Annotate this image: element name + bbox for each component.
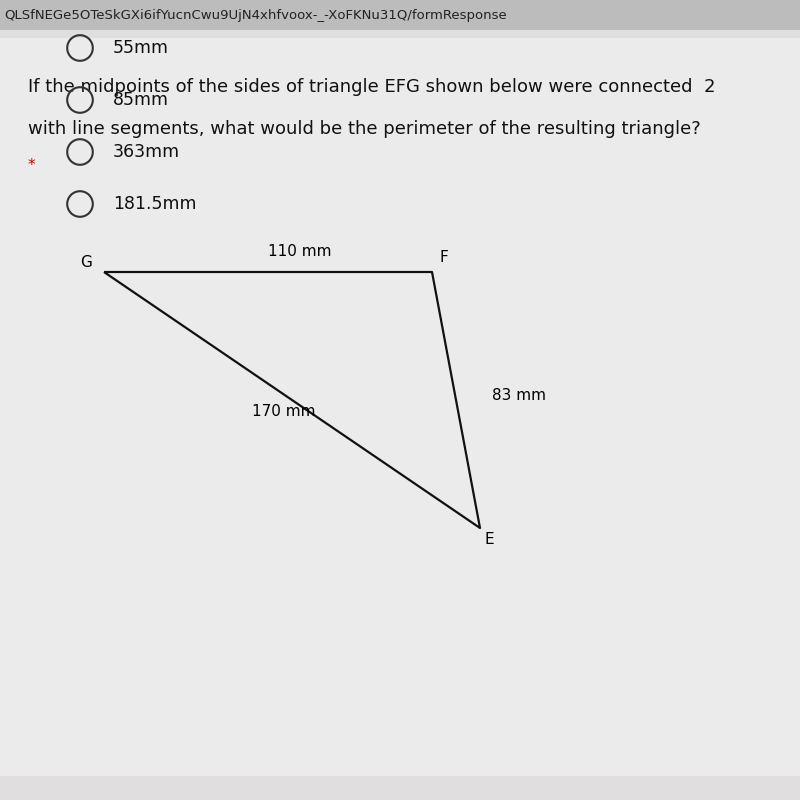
Text: G: G	[81, 255, 92, 270]
Text: 83 mm: 83 mm	[492, 389, 546, 403]
Text: 170 mm: 170 mm	[252, 405, 315, 419]
Text: E: E	[485, 533, 494, 547]
FancyBboxPatch shape	[0, 0, 800, 30]
Text: F: F	[440, 250, 448, 265]
Text: 85mm: 85mm	[113, 91, 169, 109]
FancyBboxPatch shape	[0, 38, 800, 776]
Text: QLSfNEGe5OTeSkGXi6ifYucnCwu9UjN4xhfvoox-_-XoFKNu31Q/formResponse: QLSfNEGe5OTeSkGXi6ifYucnCwu9UjN4xhfvoox-…	[4, 9, 506, 22]
Text: 181.5mm: 181.5mm	[113, 195, 196, 213]
FancyBboxPatch shape	[0, 30, 800, 800]
Text: 363mm: 363mm	[113, 143, 180, 161]
Text: *: *	[28, 158, 36, 174]
Text: 110 mm: 110 mm	[268, 245, 331, 259]
Text: 55mm: 55mm	[113, 39, 169, 57]
Text: with line segments, what would be the perimeter of the resulting triangle?: with line segments, what would be the pe…	[28, 120, 701, 138]
Text: If the midpoints of the sides of triangle EFG shown below were connected  2: If the midpoints of the sides of triangl…	[28, 78, 715, 97]
